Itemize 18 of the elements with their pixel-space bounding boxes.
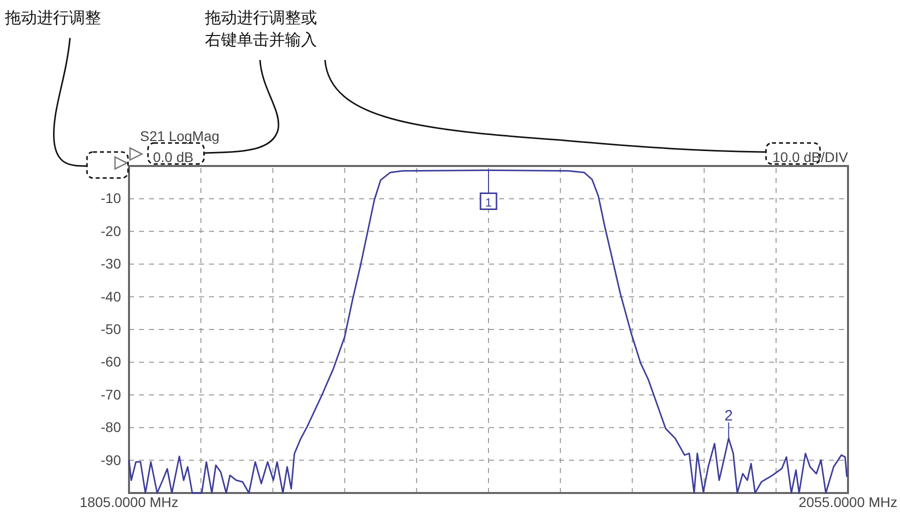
annotation: 2 <box>724 407 733 424</box>
y-tick-label: -10 <box>100 190 122 206</box>
y-tick-label: -40 <box>100 288 122 304</box>
y-tick-label: -30 <box>100 256 122 272</box>
y-tick-label: -80 <box>100 419 122 436</box>
text: 拖动进行调整或右键单击并输入 <box>204 9 317 49</box>
y-tick-label: -70 <box>100 386 122 402</box>
y-tick-label: -50 <box>100 320 122 337</box>
annotation: 1 <box>485 195 492 210</box>
x-tick-label: 2055.0000 MHz <box>798 494 898 510</box>
y-tick-label: -90 <box>100 452 122 468</box>
x-tick-label: 1805.0000 MHz <box>80 494 178 510</box>
y-tick-label: -60 <box>100 354 122 370</box>
text: 10.0 dB/DIV <box>772 149 849 165</box>
text: 0.0 dB <box>153 149 194 165</box>
y-tick-label: -20 <box>100 222 122 239</box>
text: 拖动进行调整 <box>4 9 101 27</box>
chart-title: S21 LogMag <box>140 128 220 144</box>
